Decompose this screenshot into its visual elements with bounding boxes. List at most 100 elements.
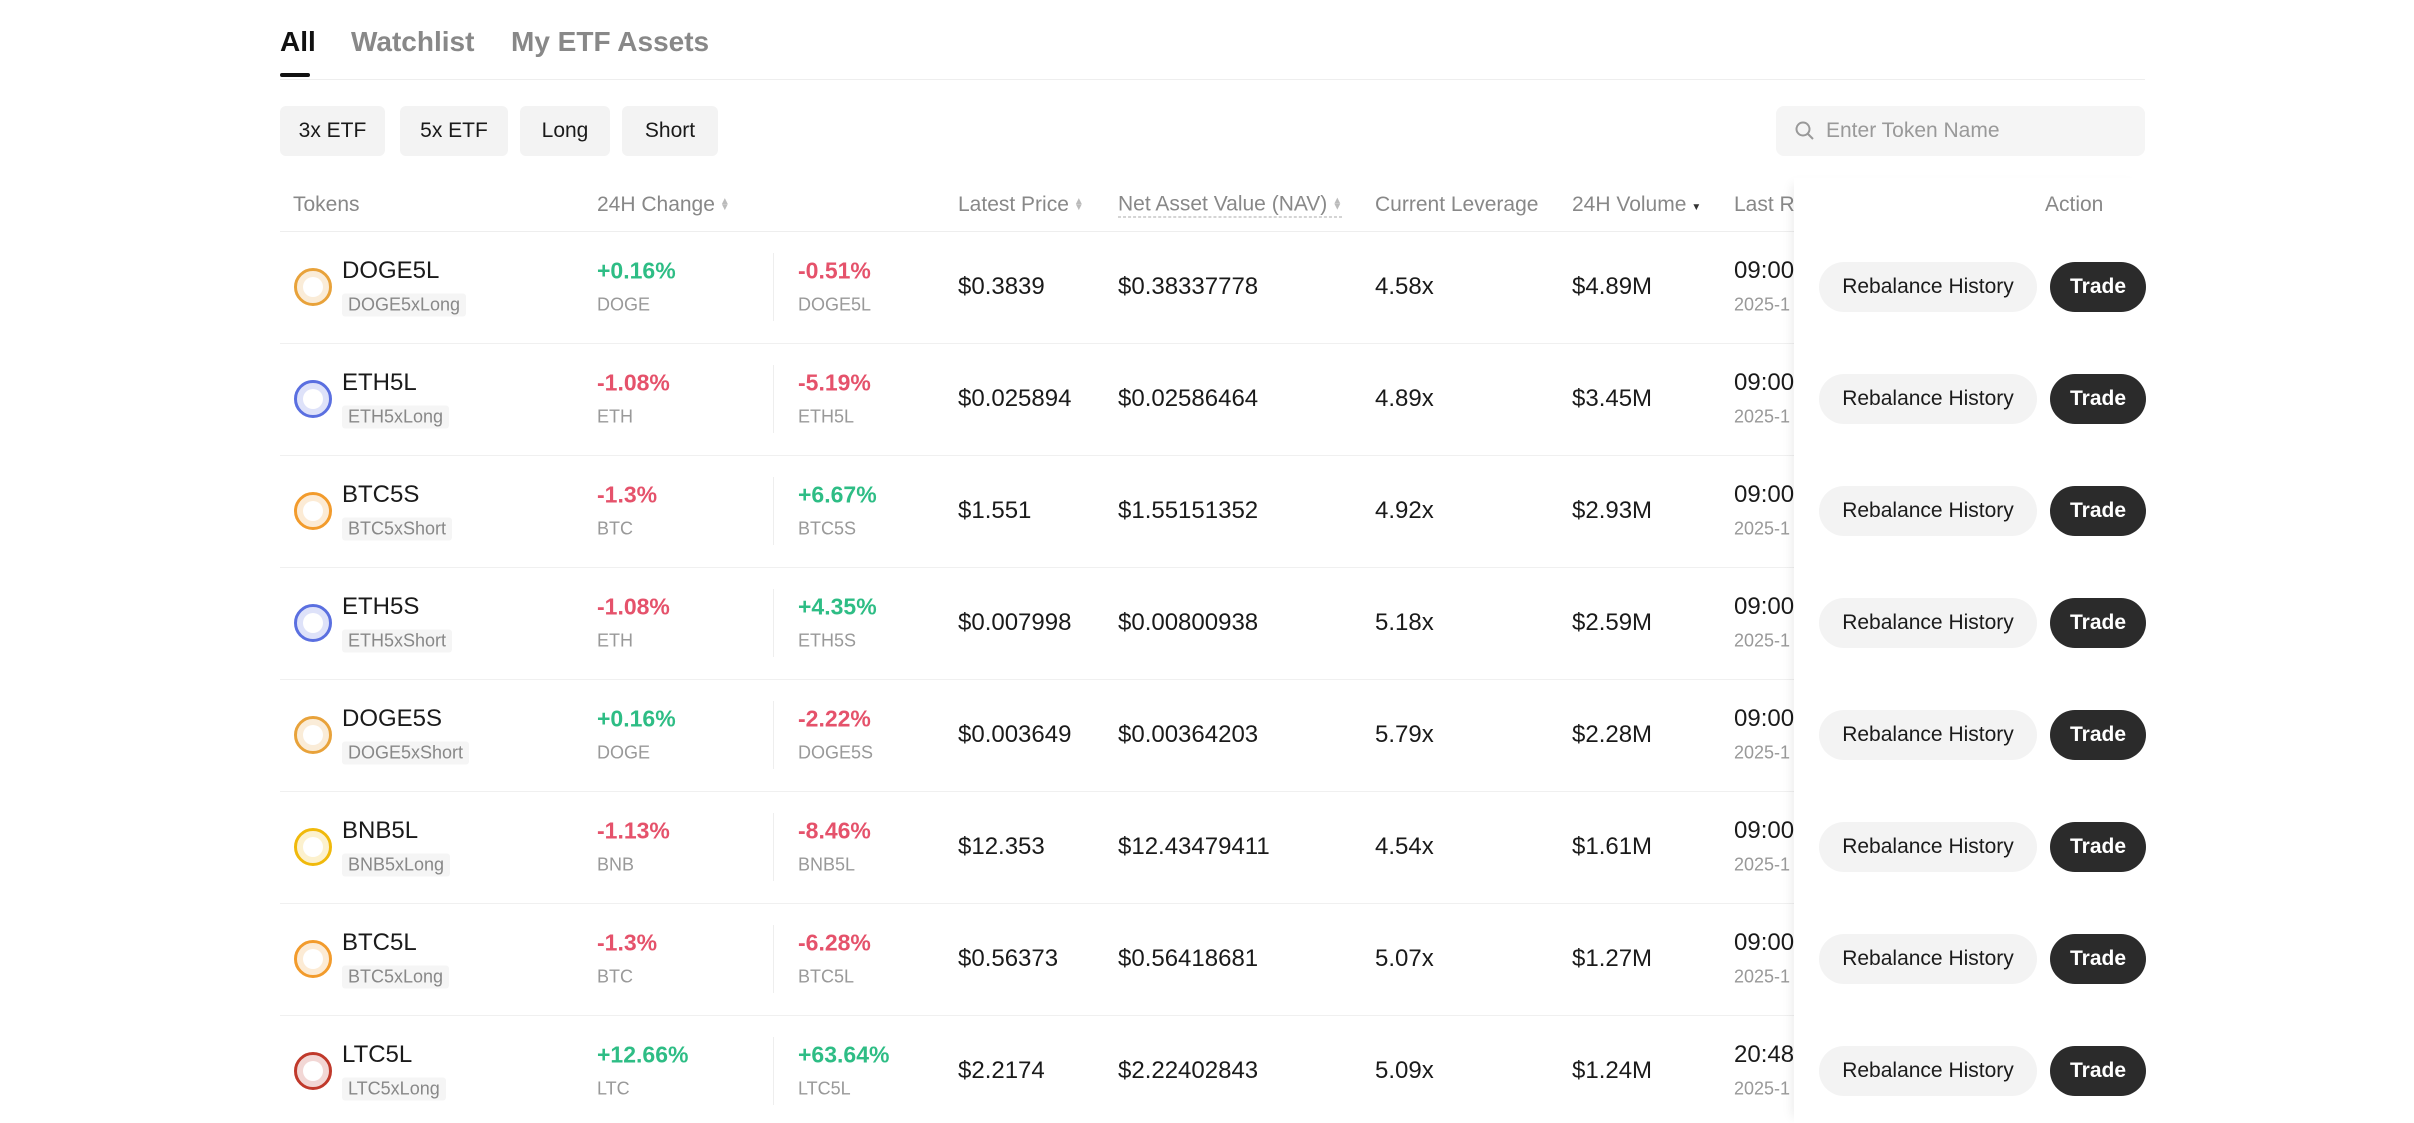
change-label: BTC [597,966,633,987]
last-time: 20:48 [1734,1041,1795,1068]
rebalance-button[interactable]: Rebalance History [1819,598,2037,648]
change-label: DOGE [597,294,651,315]
change-value: +4.35% [798,593,877,620]
cell-volume: $3.45M [1572,385,1653,412]
trade-button[interactable]: Trade [2050,374,2146,424]
search-placeholder: Enter Token Name [1826,119,2000,142]
change-label: LTC5L [798,1078,851,1099]
cell-leverage: 5.09x [1375,1057,1434,1084]
last-date: 2025-1 [1734,294,1791,315]
rebalance-button[interactable]: Rebalance History [1819,262,2037,312]
trade-button[interactable]: Trade [2050,822,2146,872]
change-value: -6.28% [798,929,871,956]
change-value: +63.64% [798,1041,890,1068]
filter-button[interactable]: 3x ETF [280,106,385,156]
change-label: BTC5S [798,518,857,539]
token-icon [294,940,332,978]
change-divider [773,365,774,433]
change-value: -1.08% [597,593,670,620]
row-divider [280,567,2145,568]
tab[interactable]: All [280,26,316,57]
token-symbol: BTC5L [342,929,417,956]
cell-leverage: 5.79x [1375,721,1434,748]
rebalance-button[interactable]: Rebalance History [1819,374,2037,424]
last-date: 2025-1 [1734,406,1791,427]
trade-button[interactable]: Trade [2050,598,2146,648]
change-value: -1.3% [597,481,658,508]
rebalance-button[interactable]: Rebalance History [1819,710,2037,760]
row-divider [280,903,2145,904]
search-box[interactable]: Enter Token Name [1776,106,2145,156]
tab-divider [280,79,2145,80]
filter-button[interactable]: Short [622,106,718,156]
change-label: BNB5L [798,854,856,875]
change-value: +0.16% [597,257,676,284]
row-divider [280,791,2145,792]
tab[interactable]: Watchlist [351,26,475,57]
rebalance-button[interactable]: Rebalance History [1819,822,2037,872]
token-icon [294,380,332,418]
last-time: 09:00 [1734,481,1795,508]
token-symbol: BNB5L [342,817,419,844]
change-label: ETH [597,630,633,651]
token-name: BTC5xLong [342,965,450,989]
cell-leverage: 5.18x [1375,609,1434,636]
change-label: ETH [597,406,633,427]
change-value: -1.3% [597,929,658,956]
trade-button[interactable]: Trade [2050,262,2146,312]
sort-icon: ▼ [1691,202,1702,214]
cell-leverage: 4.58x [1375,273,1434,300]
row-divider [280,1015,2145,1016]
column-header[interactable]: 24H Change ▲ ▼ [597,193,730,216]
column-header[interactable]: Net Asset Value (NAV) ▲ ▼ [1118,192,1343,218]
rebalance-button[interactable]: Rebalance History [1819,934,2037,984]
cell-price: $0.3839 [958,273,1045,300]
rebalance-button[interactable]: Rebalance History [1819,1046,2037,1096]
rebalance-button[interactable]: Rebalance History [1819,486,2037,536]
column-header: Last R [1734,193,1794,216]
column-header[interactable]: 24H Volume ▼ [1572,193,1702,216]
token-name: BTC5xShort [342,517,453,541]
token-name: DOGE5xLong [342,293,467,317]
cell-nav: $0.02586464 [1118,385,1259,412]
change-divider [773,925,774,993]
column-header: Current Leverage [1375,193,1539,216]
change-value: -1.13% [597,817,670,844]
token-icon [294,268,332,306]
cell-nav: $0.00364203 [1118,721,1259,748]
cell-price: $1.551 [958,497,1032,524]
last-date: 2025-1 [1734,854,1791,875]
filter-button[interactable]: Long [520,106,610,156]
cell-nav: $0.56418681 [1118,945,1259,972]
token-symbol: DOGE5L [342,257,440,284]
cell-volume: $2.93M [1572,497,1653,524]
change-divider [773,589,774,657]
token-symbol: ETH5S [342,593,420,620]
change-divider [773,701,774,769]
last-time: 09:00 [1734,257,1795,284]
trade-button[interactable]: Trade [2050,710,2146,760]
sort-icon: ▲ ▼ [1332,195,1343,213]
last-date: 2025-1 [1734,1078,1791,1099]
cell-nav: $0.00800938 [1118,609,1259,636]
trade-button[interactable]: Trade [2050,934,2146,984]
cell-volume: $1.27M [1572,945,1653,972]
trade-button[interactable]: Trade [2050,486,2146,536]
change-divider [773,253,774,321]
cell-price: $0.007998 [958,609,1072,636]
cell-nav: $2.22402843 [1118,1057,1259,1084]
token-name: LTC5xLong [342,1077,446,1101]
column-header[interactable]: Latest Price ▲ ▼ [958,193,1084,216]
last-time: 09:00 [1734,593,1795,620]
trade-button[interactable]: Trade [2050,1046,2146,1096]
cell-price: $2.2174 [958,1057,1045,1084]
change-label: BTC5L [798,966,855,987]
token-name: ETH5xShort [342,629,453,653]
last-date: 2025-1 [1734,630,1791,651]
filter-button[interactable]: 5x ETF [400,106,508,156]
token-icon [294,604,332,642]
cell-nav: $1.55151352 [1118,497,1259,524]
tab[interactable]: My ETF Assets [511,26,710,57]
cell-price: $12.353 [958,833,1045,860]
